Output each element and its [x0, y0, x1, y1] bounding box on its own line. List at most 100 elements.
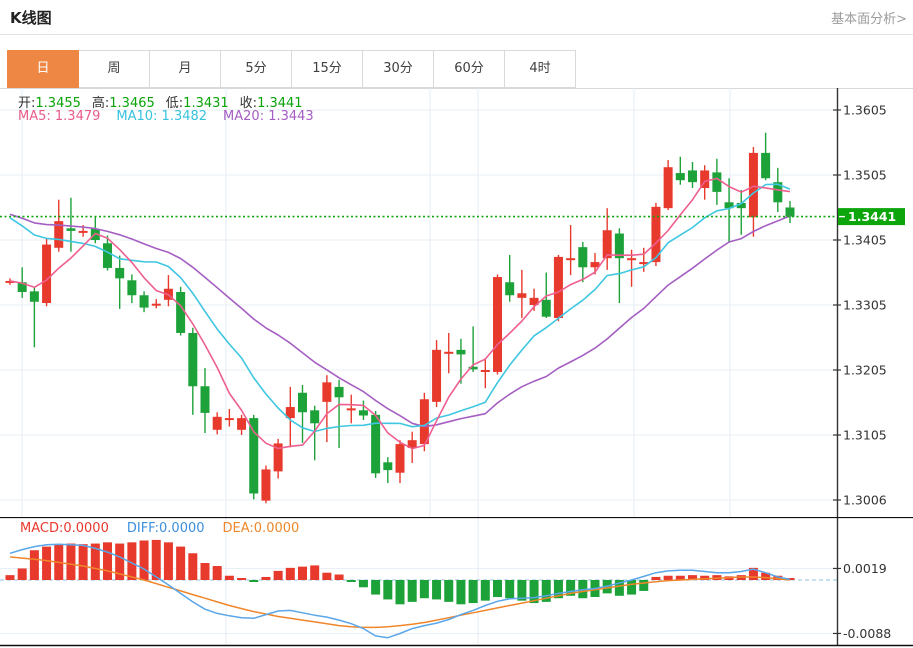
- candle-body: [103, 243, 112, 268]
- axis-tick-label: 1.3505: [843, 168, 887, 183]
- tab-period-0[interactable]: 日: [7, 50, 79, 88]
- candle-body: [249, 418, 259, 494]
- candle-body: [456, 349, 466, 355]
- chart-top-border: [0, 88, 913, 89]
- candle-body: [66, 228, 76, 231]
- macd-bar: [651, 576, 661, 580]
- macd-bar: [480, 580, 490, 601]
- macd-bar: [163, 542, 173, 580]
- fundamental-analysis-link[interactable]: 基本面分析>: [831, 12, 907, 27]
- candle-body: [566, 258, 576, 261]
- candle-body: [115, 267, 125, 279]
- candle-body: [285, 407, 295, 419]
- candle-body: [444, 351, 454, 354]
- main-candlestick-chart[interactable]: 1.3605 1.3505 1.3405 1.3305 1.3205 1.3105 1.30…: [0, 88, 913, 517]
- candle-body: [29, 291, 39, 302]
- macd-bar: [688, 575, 697, 580]
- candle-body: [224, 418, 234, 421]
- candle-body: [505, 282, 515, 296]
- macd-bar: [773, 575, 783, 580]
- candle-body: [553, 256, 563, 318]
- axis-tick-label: 1.3305: [843, 298, 887, 313]
- ma5-line: [9, 177, 791, 450]
- macd-bar: [505, 580, 515, 599]
- macd-bar: [419, 580, 429, 599]
- candle-body: [785, 207, 795, 217]
- candle-body: [139, 295, 149, 308]
- candles: [5, 132, 795, 504]
- candle-body: [627, 258, 637, 261]
- tab-period-1[interactable]: 周: [79, 50, 150, 88]
- candle-body: [529, 297, 539, 305]
- candle-body: [663, 167, 673, 209]
- candle-body: [517, 293, 527, 298]
- candle-body: [310, 410, 320, 424]
- ma10-line: [9, 183, 791, 433]
- candle-body: [395, 444, 405, 473]
- macd-bar: [566, 580, 576, 596]
- macd-bar: [639, 580, 649, 591]
- macd-bar: [261, 576, 271, 580]
- candle-body: [42, 244, 52, 304]
- candle-body: [493, 277, 502, 372]
- macd-chart[interactable]: 0.0019 -0.0088: [0, 517, 913, 648]
- axis-tick-label: 1.3605: [843, 103, 887, 118]
- axis-tick-label: -0.0088: [843, 626, 891, 641]
- axis-tick-label: 1.3006: [843, 493, 887, 508]
- current-price-tag: 1.3441: [838, 208, 905, 226]
- candle-body: [541, 299, 551, 317]
- macd-bar: [663, 575, 673, 580]
- macd-bar: [103, 542, 112, 580]
- candle-body: [724, 202, 734, 209]
- macd-bar: [151, 539, 161, 580]
- candle-body: [346, 408, 356, 411]
- tab-period-5[interactable]: 30分: [363, 50, 434, 88]
- macd-bar: [273, 570, 283, 580]
- macd-bar: [298, 566, 307, 580]
- candle-body: [17, 282, 27, 292]
- macd-histogram: [5, 539, 795, 605]
- macd-bar: [115, 543, 125, 580]
- tab-period-6[interactable]: 60分: [434, 50, 505, 88]
- dea-line: [9, 556, 791, 629]
- page-title: K线图: [10, 9, 52, 27]
- candle-body: [54, 221, 64, 248]
- tab-period-4[interactable]: 15分: [292, 50, 363, 88]
- macd-bar: [517, 580, 527, 601]
- candle-body: [358, 410, 368, 416]
- candle-body: [383, 462, 393, 471]
- candle-body: [151, 303, 161, 306]
- candle-body: [468, 366, 478, 370]
- macd-bar: [334, 574, 344, 580]
- macd-bar: [200, 562, 210, 580]
- price-tag-box: [838, 208, 905, 226]
- macd-bar: [139, 540, 149, 580]
- macd-bar: [468, 580, 478, 604]
- macd-bar: [432, 580, 442, 600]
- tab-period-2[interactable]: 月: [150, 50, 221, 88]
- candle-body: [578, 247, 588, 268]
- candle-body: [273, 443, 283, 472]
- candle-body: [700, 170, 710, 188]
- tab-period-3[interactable]: 5分: [221, 50, 292, 88]
- macd-bar: [700, 575, 710, 580]
- candle-body: [675, 173, 685, 181]
- macd-bar: [78, 544, 88, 580]
- macd-bar: [407, 580, 417, 602]
- candle-body: [651, 206, 661, 263]
- ma20-line: [9, 213, 791, 428]
- macd-bar: [322, 572, 332, 580]
- candle-body: [78, 230, 88, 233]
- candle-body: [736, 202, 746, 209]
- macd-bar: [285, 567, 295, 580]
- macd-bar: [224, 575, 234, 580]
- macd-bar: [358, 580, 368, 588]
- macd-bar: [614, 580, 624, 596]
- macd-bar: [237, 578, 247, 580]
- candle-body: [212, 416, 222, 430]
- candle-body: [334, 386, 344, 398]
- tab-period-7[interactable]: 4时: [505, 50, 576, 88]
- macd-bar: [127, 542, 137, 580]
- macd-bar: [383, 580, 393, 600]
- period-tab-bar: 日周月 5分 15分 30分 60分 4时: [7, 50, 576, 88]
